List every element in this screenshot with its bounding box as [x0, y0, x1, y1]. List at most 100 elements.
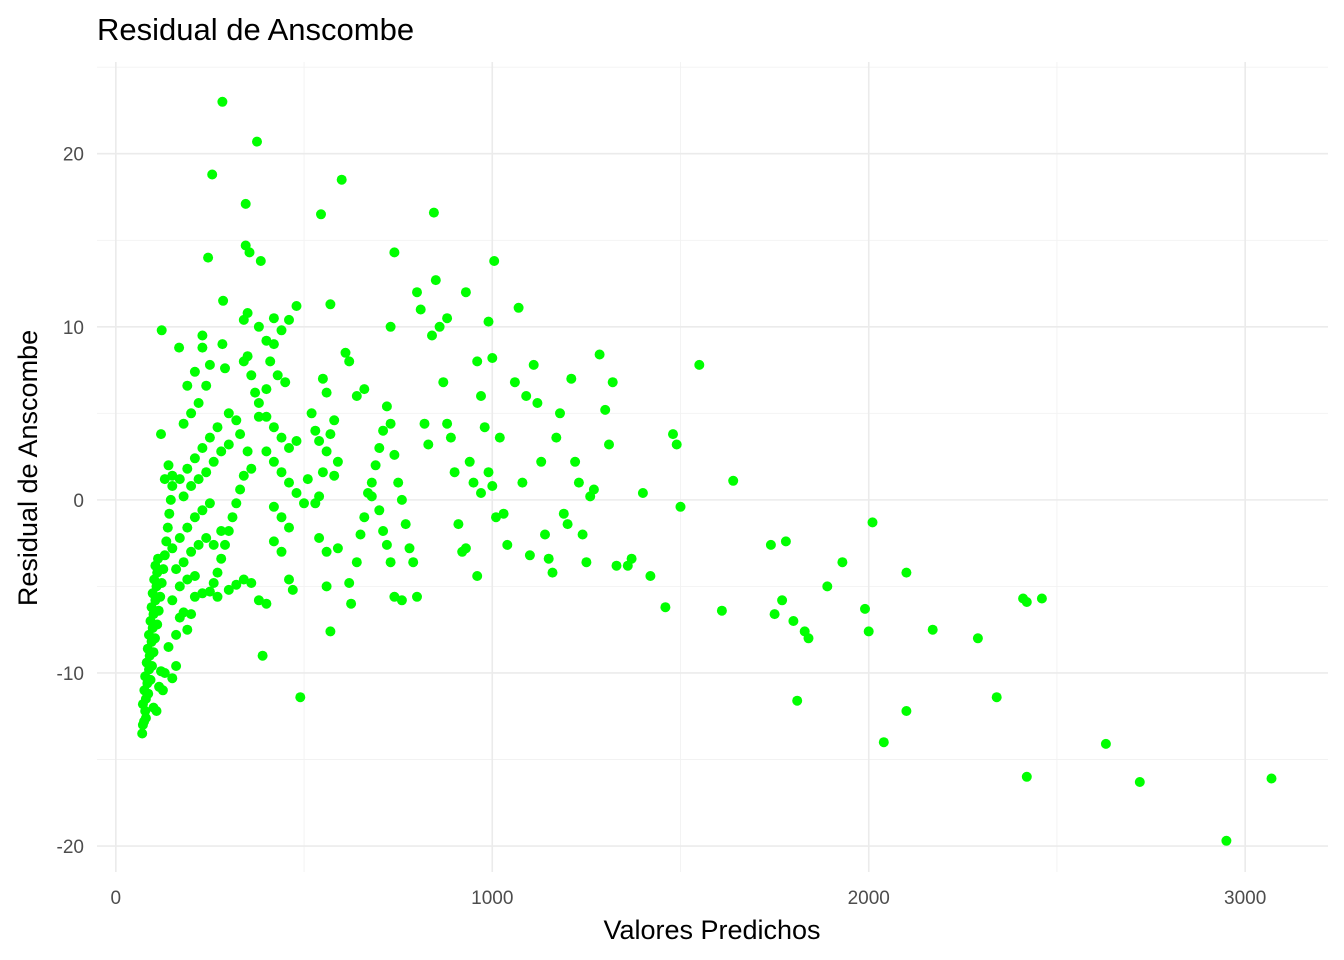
data-point [197, 505, 207, 515]
data-point [288, 585, 298, 595]
data-point [299, 498, 309, 508]
data-point [269, 502, 279, 512]
data-point [525, 550, 535, 560]
data-point [574, 478, 584, 488]
data-point [277, 325, 287, 335]
data-point [269, 457, 279, 467]
data-point [160, 474, 170, 484]
x-tick-label: 0 [111, 888, 122, 909]
data-point [190, 453, 200, 463]
data-point [137, 729, 147, 739]
data-point [532, 398, 542, 408]
data-point [1221, 836, 1231, 846]
data-point [316, 209, 326, 219]
data-point [1037, 594, 1047, 604]
data-point [284, 315, 294, 325]
data-point [269, 339, 279, 349]
data-point [150, 633, 160, 643]
data-point [973, 633, 983, 643]
data-point [256, 256, 266, 266]
data-point [480, 422, 490, 432]
data-point [397, 495, 407, 505]
data-point [203, 253, 213, 263]
data-point [837, 557, 847, 567]
data-point [220, 363, 230, 373]
data-point [563, 519, 573, 529]
data-point [461, 287, 471, 297]
data-point [502, 540, 512, 550]
data-point [367, 491, 377, 501]
data-point [167, 673, 177, 683]
data-point [209, 540, 219, 550]
data-point [901, 706, 911, 716]
data-point [217, 339, 227, 349]
data-point [781, 536, 791, 546]
data-point [551, 433, 561, 443]
data-point [672, 440, 682, 450]
data-point [322, 547, 332, 557]
data-point [171, 661, 181, 671]
data-point [344, 578, 354, 588]
data-point [879, 737, 889, 747]
data-point [412, 592, 422, 602]
data-point [442, 419, 452, 429]
data-point [423, 440, 433, 450]
data-point [472, 571, 482, 581]
data-point [261, 412, 271, 422]
data-point [386, 322, 396, 332]
data-point [228, 512, 238, 522]
data-point [325, 626, 335, 636]
data-point [292, 436, 302, 446]
data-point [213, 592, 223, 602]
data-point [277, 547, 287, 557]
data-point [261, 384, 271, 394]
data-point [322, 446, 332, 456]
data-point [374, 443, 384, 453]
data-point [341, 348, 351, 358]
data-point [292, 488, 302, 498]
data-point [382, 540, 392, 550]
x-axis-title: Valores Predichos [603, 915, 820, 945]
data-point [578, 530, 588, 540]
data-point [333, 457, 343, 467]
data-point [804, 633, 814, 643]
data-point [186, 609, 196, 619]
data-point [371, 460, 381, 470]
data-point [627, 554, 637, 564]
data-point [269, 536, 279, 546]
data-point [487, 353, 497, 363]
data-point [201, 533, 211, 543]
data-point [171, 564, 181, 574]
data-point [600, 405, 610, 415]
data-point [175, 581, 185, 591]
data-point [152, 620, 162, 630]
data-point [218, 296, 228, 306]
data-point [174, 343, 184, 353]
data-point [595, 350, 605, 360]
data-point [194, 540, 204, 550]
data-point [179, 557, 189, 567]
data-point [239, 471, 249, 481]
data-point [243, 351, 253, 361]
data-point [359, 512, 369, 522]
data-point [205, 360, 215, 370]
data-point [307, 408, 317, 418]
data-point [197, 331, 207, 341]
data-point [216, 554, 226, 564]
data-point [194, 474, 204, 484]
data-point [182, 523, 192, 533]
data-point [645, 571, 655, 581]
data-point [822, 581, 832, 591]
data-point [322, 388, 332, 398]
data-point [252, 137, 262, 147]
data-point [540, 530, 550, 540]
data-point [604, 440, 614, 450]
data-point [487, 481, 497, 491]
data-point [201, 467, 211, 477]
data-point [243, 308, 253, 318]
data-point [182, 625, 192, 635]
data-point [766, 540, 776, 550]
data-point [420, 419, 430, 429]
data-point [190, 571, 200, 581]
data-point [231, 415, 241, 425]
